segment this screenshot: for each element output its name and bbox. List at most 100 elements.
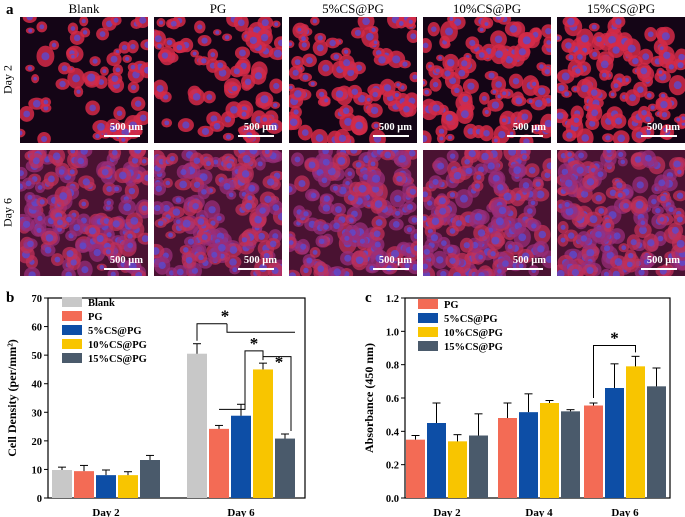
panel-letter: c (365, 290, 372, 306)
legend-swatch (418, 313, 438, 323)
micrograph-tile: 500 μm (154, 150, 282, 276)
legend-label: 5%CS@PG (444, 314, 498, 325)
bar (448, 441, 467, 498)
scale-bar (104, 135, 140, 137)
bar (96, 475, 116, 498)
scale-bar-label: 500 μm (646, 122, 680, 133)
y-tick-label: 0.0 (386, 494, 399, 505)
scale-bar (238, 268, 274, 270)
scale-bar-label: 500 μm (378, 255, 412, 266)
bar (275, 438, 295, 498)
column-header: PG (209, 1, 227, 16)
panel-a-letter: a (6, 2, 14, 18)
legend-label: 10%CS@PG (88, 340, 147, 351)
significance-star: * (221, 307, 230, 326)
bar (406, 439, 425, 498)
y-tick-label: 0.6 (386, 394, 399, 405)
legend-swatch (62, 339, 82, 349)
scale-bar (373, 135, 409, 137)
bar (519, 412, 538, 498)
legend-label: Blank (88, 298, 115, 309)
micrograph-tile: 500 μm (289, 17, 417, 143)
x-tick-label: Day 2 (92, 507, 120, 517)
column-header: 10%CS@PG (452, 1, 522, 16)
micrograph-tile: 500 μm (20, 150, 148, 276)
panel-letter: b (6, 290, 14, 306)
y-tick-label: 70 (32, 294, 43, 305)
y-tick-label: 40 (32, 380, 43, 391)
micrograph-tile: 500 μm (423, 150, 551, 276)
y-tick-label: 60 (32, 323, 43, 334)
x-tick-label: Day 6 (611, 507, 639, 517)
bar (540, 403, 559, 498)
bar (498, 418, 517, 498)
legend-swatch (62, 325, 82, 335)
bar (561, 411, 580, 498)
scale-bar (238, 135, 274, 137)
legend-swatch (62, 311, 82, 321)
scale-bar (104, 268, 140, 270)
significance-star: * (250, 334, 259, 353)
scale-bar (507, 268, 543, 270)
legend-label: 15%CS@PG (88, 354, 147, 365)
y-tick-label: 0.4 (386, 427, 400, 438)
y-axis-label: Absorbance (450 nm) (362, 343, 376, 453)
y-tick-label: 0.8 (386, 361, 399, 372)
scale-bar-label: 500 μm (646, 255, 680, 266)
scale-bar-label: 500 μm (512, 122, 546, 133)
significance-star: * (610, 329, 619, 348)
significance-bracket (226, 323, 295, 333)
legend-label: PG (88, 312, 103, 323)
scale-bar (641, 135, 677, 137)
column-header: 5%CS@PG (322, 1, 384, 16)
column-header: 15%CS@PG (586, 1, 656, 16)
legend-label: 5%CS@PG (88, 326, 142, 337)
legend-label: PG (444, 300, 459, 311)
micrograph-tile: 500 μm (154, 17, 282, 143)
scale-bar-label: 500 μm (109, 255, 143, 266)
y-tick-label: 10 (32, 465, 43, 476)
scale-bar-label: 500 μm (378, 122, 412, 133)
legend-swatch (62, 297, 82, 307)
scale-bar-label: 500 μm (243, 122, 277, 133)
micrograph-tile: 500 μm (557, 17, 685, 143)
y-tick-label: 50 (32, 351, 43, 362)
significance-bracket (196, 323, 227, 341)
bar (187, 353, 207, 498)
bar (427, 423, 446, 498)
y-tick-label: 20 (32, 437, 43, 448)
scale-bar-label: 500 μm (243, 255, 277, 266)
x-tick-label: Day 6 (227, 507, 255, 517)
bar (209, 428, 229, 498)
y-tick-label: 1.2 (386, 294, 399, 305)
bar (626, 366, 645, 498)
micrograph-tile: 500 μm (289, 150, 417, 276)
significance-bracket (219, 350, 264, 410)
micrograph-tile: 500 μm (20, 17, 148, 143)
column-header: Blank (68, 1, 100, 16)
significance-bracket (593, 345, 636, 398)
scale-bar-label: 500 μm (109, 122, 143, 133)
significance-bracket (263, 356, 292, 431)
bar (231, 415, 251, 498)
legend-swatch (418, 327, 438, 337)
bar (469, 435, 488, 498)
micrograph-tile: 500 μm (557, 150, 685, 276)
bar (605, 388, 624, 498)
bar (140, 460, 160, 498)
x-tick-label: Day 2 (433, 507, 461, 517)
y-tick-label: 0 (37, 494, 42, 505)
x-tick-label: Day 4 (525, 507, 553, 517)
scale-bar (373, 268, 409, 270)
scale-bar (641, 268, 677, 270)
legend-swatch (62, 353, 82, 363)
legend-label: 10%CS@PG (444, 328, 503, 339)
significance-star: * (275, 353, 284, 372)
bar (74, 471, 94, 498)
bar (52, 470, 72, 498)
y-tick-label: 1.0 (386, 327, 399, 338)
legend-swatch (418, 299, 438, 309)
bar (253, 369, 273, 498)
legend-label: 15%CS@PG (444, 342, 503, 353)
